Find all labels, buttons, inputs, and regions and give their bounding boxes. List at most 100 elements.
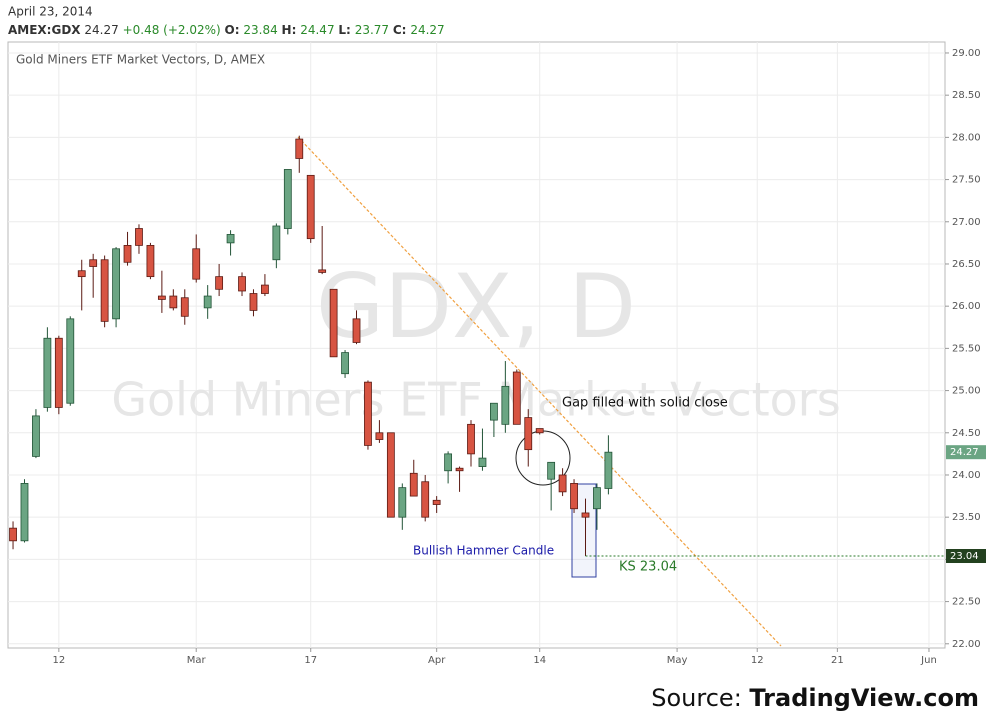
y-tick-label: 27.00 xyxy=(952,217,981,228)
candle-body xyxy=(215,276,224,290)
candle-body xyxy=(226,234,235,244)
last-price: 24.27 xyxy=(84,23,118,37)
annotation-ks: KS 23.04 xyxy=(619,560,677,575)
candle-body xyxy=(570,483,578,510)
price-tag xyxy=(946,549,986,564)
y-tick-label: 28.50 xyxy=(952,90,981,101)
x-tick-label: 17 xyxy=(304,655,317,666)
chart-title: Gold Miners ETF Market Vectors, D, AMEX xyxy=(16,53,265,67)
annotation-hammer: Bullish Hammer Candle xyxy=(413,544,554,558)
candle-body xyxy=(352,318,361,343)
candle-body xyxy=(558,474,567,493)
watermark-symbol: GDX, D xyxy=(316,255,636,358)
price-tag xyxy=(946,445,986,460)
candle-body xyxy=(512,371,521,425)
source-name: TradingView.com xyxy=(749,684,979,712)
change: +0.48 (+2.02%) xyxy=(123,23,221,37)
watermark-name: Gold Miners ETF Market Vectors xyxy=(111,373,840,427)
x-tick-label: 12 xyxy=(52,655,65,666)
candle-body xyxy=(100,259,109,322)
candle-body xyxy=(54,337,63,408)
candle-body xyxy=(20,483,29,542)
candle-body xyxy=(123,245,132,263)
candle-body xyxy=(467,423,475,455)
candle-body xyxy=(238,276,246,292)
candle-body xyxy=(261,284,269,294)
candle-body xyxy=(43,337,52,408)
candle-body xyxy=(386,432,395,518)
ohlc-value: 24.47 xyxy=(300,23,334,37)
candle-body xyxy=(455,467,464,472)
ohlc-label: C: xyxy=(393,23,407,37)
candle-body xyxy=(192,248,201,280)
candle-body xyxy=(432,499,441,505)
x-tick-label: 21 xyxy=(831,655,844,666)
candle-body xyxy=(535,428,544,434)
ohlc-value: 23.77 xyxy=(355,23,389,37)
y-tick-label: 26.00 xyxy=(952,301,981,312)
candle-body xyxy=(444,453,453,472)
y-tick-label: 27.50 xyxy=(952,175,981,186)
candle-body xyxy=(490,402,498,421)
candle-body xyxy=(146,245,155,278)
y-tick-label: 25.50 xyxy=(952,343,981,354)
plot-frame xyxy=(7,41,946,649)
source: Source: TradingView.com xyxy=(651,684,979,712)
y-tick-label: 26.50 xyxy=(952,259,981,270)
candle-body xyxy=(398,487,407,518)
candle-body xyxy=(306,174,315,240)
y-tick-label: 25.00 xyxy=(952,386,981,397)
candle-body xyxy=(249,293,258,311)
ohlc-label: O: xyxy=(225,23,240,37)
candle-body xyxy=(329,288,338,358)
candle-body xyxy=(375,432,384,440)
candle-body xyxy=(32,415,40,457)
y-tick-label: 22.50 xyxy=(952,597,981,608)
ohlc-label: L: xyxy=(338,23,350,37)
x-tick-label: 14 xyxy=(533,655,546,666)
trend-line xyxy=(297,136,782,647)
candle-body xyxy=(501,385,510,425)
candle-body xyxy=(604,451,613,489)
candle-body xyxy=(593,487,601,510)
candle-body xyxy=(318,269,327,273)
x-tick-label: Mar xyxy=(187,655,207,666)
candle-body xyxy=(169,295,178,309)
y-tick-label: 24.50 xyxy=(952,428,981,439)
candle-body xyxy=(9,527,17,542)
candle-body xyxy=(203,295,212,309)
candle-body xyxy=(77,270,86,278)
x-tick-label: Apr xyxy=(428,655,446,666)
candle-body xyxy=(112,248,120,320)
price-tag-label: 24.27 xyxy=(950,447,979,458)
candle-body xyxy=(364,381,372,446)
ohlc-label: H: xyxy=(282,23,297,37)
candle-body xyxy=(180,297,189,317)
candles xyxy=(9,135,613,557)
candle-body xyxy=(283,169,292,229)
candle-body xyxy=(272,225,281,261)
candle-body xyxy=(409,472,418,497)
candle-body xyxy=(295,138,304,159)
candle-body xyxy=(524,417,533,451)
candle-body xyxy=(135,228,143,246)
source-prefix: Source: xyxy=(651,684,742,712)
header-line: AMEX:GDX 24.27 +0.48 (+2.02%) O: 23.84 H… xyxy=(8,23,445,37)
x-tick-label: 12 xyxy=(751,655,764,666)
x-tick-label: May xyxy=(667,655,688,666)
symbol: AMEX:GDX xyxy=(8,23,81,37)
x-tick-label: Jun xyxy=(920,655,937,666)
y-tick-label: 23.50 xyxy=(952,512,981,523)
y-tick-label: 29.00 xyxy=(952,48,981,59)
y-tick-label: 28.00 xyxy=(952,132,981,143)
ohlc-value: 24.27 xyxy=(410,23,444,37)
header-quote: AMEX:GDX 24.27 +0.48 (+2.02%) O: 23.84 H… xyxy=(8,23,445,37)
candle-body xyxy=(478,457,487,467)
candle-body xyxy=(547,461,556,480)
candle-body xyxy=(157,295,166,300)
candle-body xyxy=(89,259,98,267)
candle-body xyxy=(421,481,430,518)
candle-body xyxy=(66,318,75,404)
